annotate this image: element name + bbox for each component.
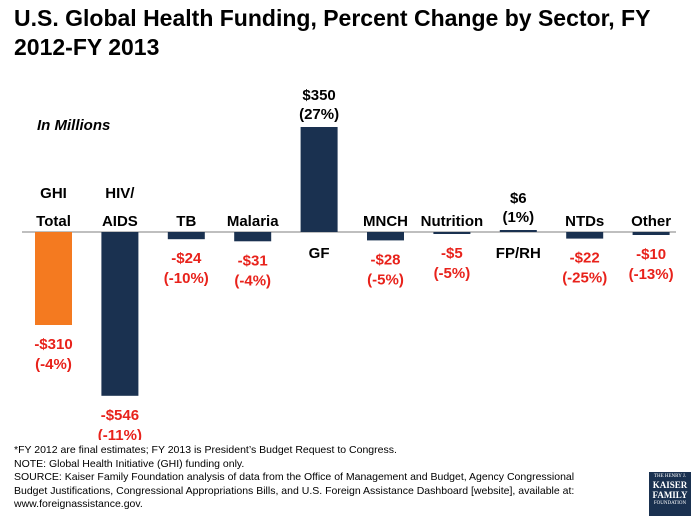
category-label: FP/RH xyxy=(496,245,541,262)
category-label: TB xyxy=(176,213,196,230)
data-label-percent: (-5%) xyxy=(434,265,471,282)
kff-logo: THE HENRY J. KAISER FAMILY FOUNDATION xyxy=(649,472,691,516)
unit-note: In Millions xyxy=(37,117,111,134)
data-label-amount: $350 xyxy=(302,87,335,104)
category-label: Other xyxy=(631,213,671,230)
bar xyxy=(367,232,404,241)
bar xyxy=(433,232,471,234)
data-label-percent: (-25%) xyxy=(562,270,607,287)
bar xyxy=(300,127,338,232)
bar xyxy=(632,232,670,235)
data-label-percent: (-11%) xyxy=(98,427,142,440)
footnote-line: Budget Justifications, Congressional App… xyxy=(14,484,575,497)
data-label-amount: $6 xyxy=(510,190,527,207)
data-label-percent: (-10%) xyxy=(164,270,209,287)
category-label: GHI xyxy=(40,185,67,202)
footnote-line: NOTE: Global Health Initiative (GHI) fun… xyxy=(14,457,245,470)
bar xyxy=(234,232,272,242)
data-label-percent: (-5%) xyxy=(367,271,404,288)
data-label-amount: -$10 xyxy=(636,246,666,263)
category-label: HIV/ xyxy=(105,185,135,202)
bar xyxy=(35,232,72,325)
bar-chart: GHI Total -$310 (-4%) HIV/AIDS -$546 (-11%) TB -… xyxy=(22,87,676,440)
data-label-amount: -$24 xyxy=(171,250,202,267)
footnote-line: *FY 2012 are final estimates; FY 2013 is… xyxy=(14,444,397,456)
data-label-amount: -$546 xyxy=(101,407,139,424)
data-label-amount: -$310 xyxy=(34,336,72,353)
data-label-amount: -$31 xyxy=(238,252,268,269)
category-label: GF xyxy=(309,245,330,262)
category-label: MNCH xyxy=(363,213,408,230)
bar xyxy=(101,232,139,396)
footnote-line: www.foreignassistance.gov. xyxy=(14,498,143,510)
bar xyxy=(566,232,604,239)
data-label-percent: (1%) xyxy=(502,209,534,226)
data-label-percent: (27%) xyxy=(299,106,339,123)
bar xyxy=(499,230,537,232)
chart-title: U.S. Global Health Funding, Percent Chan… xyxy=(14,5,651,60)
category-label: NTDs xyxy=(565,213,604,230)
data-label-amount: -$22 xyxy=(570,250,600,267)
category-label: AIDS xyxy=(102,213,138,230)
data-label-percent: (-4%) xyxy=(234,272,271,289)
data-label-amount: -$28 xyxy=(370,251,400,268)
data-label-amount: -$5 xyxy=(441,245,463,262)
footnotes: *FY 2012 are final estimates; FY 2013 is… xyxy=(14,444,634,512)
category-label: Total xyxy=(36,213,71,230)
footnote-line: SOURCE: Kaiser Family Foundation analysi… xyxy=(14,471,575,483)
data-label-percent: (-13%) xyxy=(629,266,674,283)
category-label: Nutrition xyxy=(421,213,483,230)
data-label-percent: (-4%) xyxy=(35,356,72,373)
bar xyxy=(167,232,205,240)
category-label: Malaria xyxy=(227,213,279,230)
